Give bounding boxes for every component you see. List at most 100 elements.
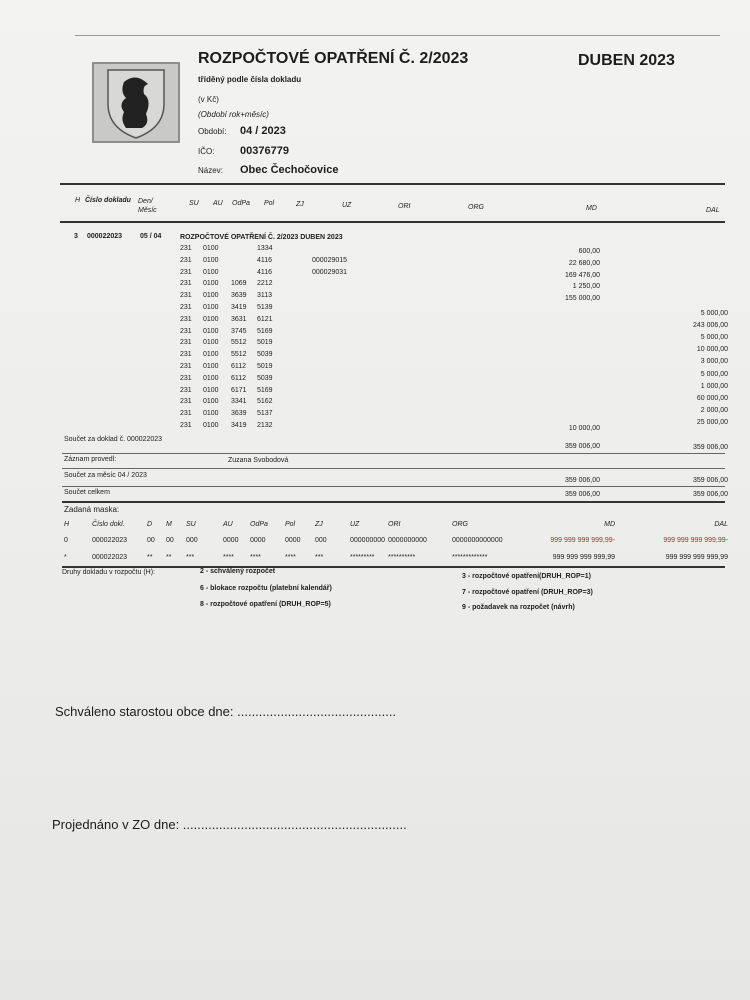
mask-cell: ORG [452,521,468,528]
grand-total-label: Součet celkem [64,489,110,496]
cell-pol: 4116 [257,268,273,276]
mask-cell: H [64,521,70,528]
cell-odpa: 6112 [231,363,247,370]
cell-dal: 243 006,00 [692,321,728,329]
cell-su: 231 [180,256,192,264]
mask-cell: 0000 [250,537,266,544]
cell-su: 231 [180,304,192,311]
cell-dal: 5 000,00 [700,370,728,378]
cell-su: 231 [180,268,192,276]
recorded-by: Zuzana Svobodová [228,457,289,464]
mask-cell: 00 [147,537,155,544]
cell-su: 231 [180,410,192,418]
mask-cell: 999 999 999 999,99 [552,554,615,561]
col-dal: DAL [706,207,720,214]
cell-au: 0100 [203,245,219,252]
cell-pol: 5019 [257,339,273,347]
coat-of-arms-logo [92,62,180,143]
col-pol: Pol [264,200,275,207]
cell-su: 231 [180,280,192,288]
doc-date: 05 / 04 [140,233,162,240]
cell-su: 231 [180,292,192,300]
doc-description: ROZPOČTOVÉ OPATŘENÍ Č. 2/2023 DUBEN 2023 [180,234,343,241]
cell-pol: 4116 [257,256,273,264]
grand-total-dal: 359 006,00 [692,491,728,498]
divider [62,468,725,469]
mask-cell: 000 [186,537,198,544]
cell-md: 155 000,00 [564,295,600,303]
divider [75,35,720,36]
mask-cell: 999 999 999 999,99- [550,537,615,544]
cell-dal: 60 000,00 [696,394,728,402]
cell-odpa: 3341 [231,398,247,406]
cell-au: 0100 [203,327,219,335]
cell-pol: 2212 [257,280,273,288]
cell-pol: 5039 [257,374,273,382]
divider [62,566,725,568]
mask-cell: ** [166,554,172,561]
cell-au: 0100 [203,386,219,394]
mask-cell: 0000000000000 [452,537,503,544]
mask-cell: 000022023 [92,554,128,561]
currency-note: (v Kč) [198,95,219,104]
cell-au: 0100 [203,363,219,370]
cell-dal: 10 000,00 [696,346,728,354]
mask-cell: 00 [166,537,174,544]
divider [62,501,725,503]
cell-uz: 000029031 [312,268,348,276]
mask-cell: 0000000000 [388,537,427,544]
month-total-label: Součet za měsíc 04 / 2023 [64,472,147,479]
mask-cell: Pol [285,521,296,528]
legend-item: 8 - rozpočtové opatření (DRUH_ROP=5) [200,601,331,608]
name-value: Obec Čechočovice [240,164,339,176]
cell-au: 0100 [203,374,219,382]
mask-cell: UZ [350,521,360,528]
cell-pol: 3113 [257,292,273,300]
ico-label: IČO: [198,147,215,156]
cell-au: 0100 [203,410,219,418]
cell-pol: 5169 [257,327,273,335]
cell-odpa: 6112 [231,374,247,382]
mask-cell: SU [186,521,196,528]
cell-au: 0100 [203,315,219,323]
cell-dal: 5 000,00 [700,309,728,317]
cell-dal: 5 000,00 [700,334,728,342]
recorded-label: Záznam provedl: [64,456,117,463]
mask-cell: ** [147,554,153,561]
period-hint: (Období rok+měsíc) [198,110,269,119]
cell-pol: 5169 [257,386,273,394]
cell-odpa: 3745 [231,327,247,335]
legend-item: 7 - rozpočtové opatření (DRUH_ROP=3) [462,589,593,596]
mask-cell: 999 999 999 999,99 [665,554,728,561]
mask-cell: ********* [350,554,375,561]
discussion-line: Projednáno v ZO dne: ...................… [52,817,407,832]
cell-md: 22 680,00 [568,259,600,267]
cell-au: 0100 [203,304,219,311]
col-odpa: OdPa [232,200,250,207]
subtitle: tříděný podle čísla dokladu [198,75,302,84]
cell-dal: 3 000,00 [700,358,728,366]
mask-title: Zadaná maska: [64,505,120,514]
cell-pol: 5019 [257,363,273,370]
doc-total-md: 359 006,00 [564,443,600,450]
cell-au: 0100 [203,339,219,347]
cell-odpa: 3419 [231,304,247,311]
mask-cell: 000000000 [350,537,386,544]
mask-cell: MD [604,521,615,528]
document-title: ROZPOČTOVÉ OPATŘENÍ Č. 2/2023 [198,50,469,67]
cell-pol: 6121 [257,315,273,323]
cell-su: 231 [180,386,192,394]
mask-cell: 000 [315,537,327,544]
cell-pol: 5139 [257,304,273,311]
cell-su: 231 [180,315,192,323]
legend-label: Druhy dokladu v rozpočtu (H): [62,569,155,576]
mask-cell: ORI [388,521,401,528]
cell-au: 0100 [203,398,219,406]
mask-cell: 0 [64,537,68,544]
mask-cell: D [147,521,153,528]
cell-odpa: 5512 [231,339,247,347]
cell-pol: 5039 [257,351,273,359]
cell-dal: 1 000,00 [700,382,728,390]
divider [60,183,725,185]
